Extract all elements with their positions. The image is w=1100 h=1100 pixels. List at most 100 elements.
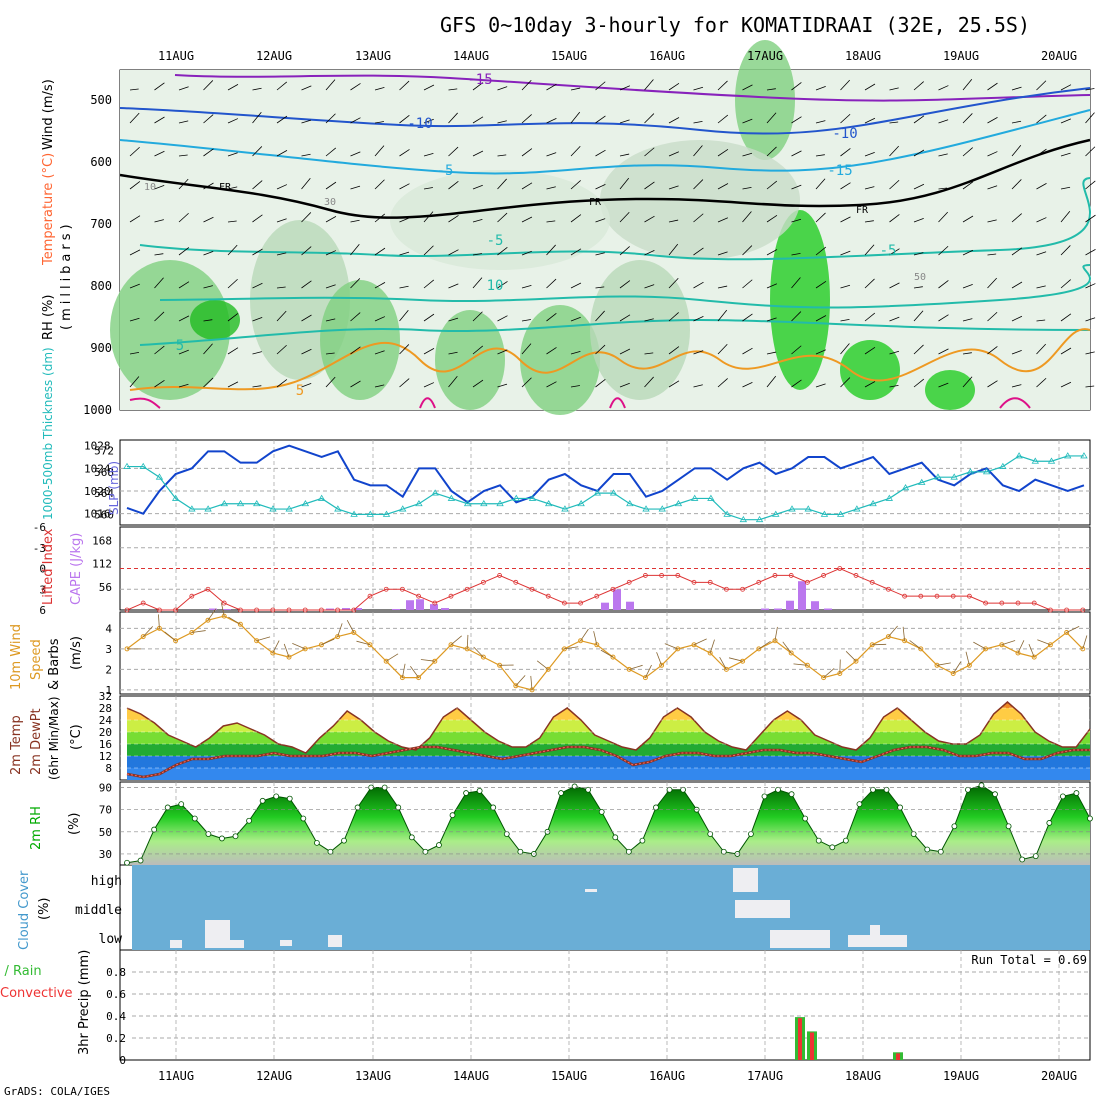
wind-barb bbox=[864, 220, 874, 223]
thickness-marker bbox=[982, 468, 991, 475]
wind-barb bbox=[693, 350, 704, 355]
slp-tick: 1028 bbox=[84, 440, 111, 453]
wind10-barb bbox=[191, 630, 206, 633]
wind-barb bbox=[1011, 315, 1023, 322]
wind-barb bbox=[448, 146, 459, 157]
thickness-marker bbox=[528, 494, 537, 501]
wind-barb bbox=[840, 113, 851, 124]
wind-barb bbox=[1036, 319, 1046, 322]
thickness-marker bbox=[804, 505, 812, 512]
wind-barb bbox=[521, 377, 532, 388]
wind10-marker bbox=[626, 666, 632, 672]
thickness-marker bbox=[772, 510, 780, 517]
contour-label: 5 bbox=[176, 338, 184, 354]
wind10-barb bbox=[450, 635, 462, 646]
wind-barb bbox=[399, 149, 410, 157]
wind-barb bbox=[840, 216, 851, 223]
wind-barb bbox=[766, 249, 778, 256]
wind10-barb bbox=[402, 663, 406, 678]
wind-barb bbox=[374, 247, 386, 256]
wind-barb bbox=[693, 281, 704, 289]
wind-barb bbox=[546, 312, 557, 322]
cape-bar bbox=[811, 601, 819, 610]
wind-barb bbox=[448, 376, 458, 388]
wind-barb bbox=[791, 277, 801, 289]
thickness-marker bbox=[545, 499, 553, 507]
wind-barb bbox=[350, 185, 361, 190]
li-marker bbox=[367, 593, 373, 599]
li-marker bbox=[351, 607, 357, 613]
wind-barb bbox=[546, 278, 557, 289]
upper-wind-label: Wind (m/s) bbox=[41, 79, 56, 150]
wind-barb bbox=[693, 179, 704, 190]
wind-barb bbox=[423, 118, 434, 124]
wind-barb bbox=[693, 145, 703, 157]
rh2-marker bbox=[219, 835, 225, 842]
wind-barb bbox=[693, 384, 703, 388]
wind-barb bbox=[350, 244, 360, 256]
wind-barb bbox=[301, 246, 312, 256]
wind10-marker bbox=[594, 642, 600, 648]
li-marker bbox=[724, 586, 729, 592]
wind-barb bbox=[1036, 377, 1047, 388]
wind-barb bbox=[864, 278, 875, 289]
wind-barb bbox=[913, 344, 924, 355]
wind-barb bbox=[1085, 214, 1096, 223]
rh2-marker bbox=[680, 786, 686, 793]
pressure-tick: 900 bbox=[90, 341, 112, 355]
li-marker bbox=[756, 579, 762, 585]
li-marker bbox=[805, 579, 810, 585]
cloud-block bbox=[205, 920, 230, 948]
rh2-marker bbox=[300, 815, 307, 822]
cloud-label: Cloud Cover bbox=[17, 870, 32, 950]
wind10-marker bbox=[821, 675, 827, 681]
wind10-tick: 4 bbox=[105, 622, 112, 635]
li-marker bbox=[772, 573, 778, 578]
li-marker bbox=[983, 600, 988, 606]
wind-barb bbox=[938, 245, 949, 256]
rh2-marker bbox=[191, 815, 198, 822]
wind-barb bbox=[1060, 347, 1072, 355]
wind-barb bbox=[913, 183, 925, 190]
wind-barb bbox=[595, 115, 606, 124]
wind-barb bbox=[423, 245, 434, 256]
wind-barb bbox=[987, 219, 997, 223]
thickness-marker bbox=[966, 468, 975, 475]
wind-barb bbox=[276, 344, 287, 355]
li-marker bbox=[821, 573, 826, 578]
li-marker bbox=[237, 607, 243, 613]
thickness-marker bbox=[285, 505, 293, 512]
temp-contour-m15 bbox=[174, 74, 1091, 102]
rh-shade-6 bbox=[590, 260, 690, 400]
lifted-index-line bbox=[126, 567, 1083, 611]
li-marker bbox=[643, 573, 648, 578]
cloud-unit: (%) bbox=[37, 898, 52, 921]
wind-barb bbox=[644, 318, 654, 322]
cape-bar bbox=[326, 608, 334, 610]
wind-barb bbox=[497, 154, 507, 157]
wind-barb bbox=[350, 312, 361, 322]
wind-barb bbox=[791, 218, 802, 223]
wind-barb bbox=[668, 380, 680, 388]
rh2-marker bbox=[802, 815, 809, 822]
temp-label-1: 2m Temp bbox=[9, 715, 24, 775]
thickness-marker bbox=[236, 499, 245, 507]
cape-bar bbox=[613, 589, 621, 610]
thickness-line bbox=[127, 455, 1084, 521]
wind10-marker bbox=[1015, 650, 1021, 656]
wind-barb bbox=[129, 376, 140, 388]
wind-barb bbox=[1085, 146, 1096, 157]
rh2-marker bbox=[1087, 815, 1093, 822]
wind-barb bbox=[644, 181, 655, 190]
rh2-marker bbox=[178, 801, 185, 808]
wind-barb bbox=[546, 152, 557, 157]
wind-barb bbox=[1085, 88, 1095, 91]
temp-contour-5 bbox=[139, 177, 1091, 261]
cloud-block bbox=[230, 940, 244, 948]
wind10-marker bbox=[480, 654, 486, 660]
wind-barb bbox=[938, 280, 949, 289]
cloud-block bbox=[328, 935, 342, 947]
wind-barb bbox=[252, 248, 263, 256]
wind-barb bbox=[178, 281, 190, 289]
thickness-marker bbox=[350, 510, 358, 517]
